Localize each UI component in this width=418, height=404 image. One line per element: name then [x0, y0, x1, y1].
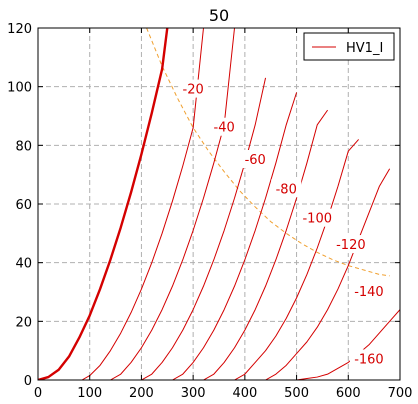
x-tick-label: 300 — [181, 386, 206, 401]
curve-label-bg — [331, 235, 370, 254]
load-line-layer — [146, 28, 390, 277]
curve-label: -60 — [245, 153, 266, 168]
y-tick-label: 60 — [15, 198, 32, 213]
plate-curve-minus-100 — [203, 109, 329, 380]
x-tick-label: 100 — [77, 386, 102, 401]
y-tick-label: 100 — [7, 81, 32, 96]
curve-label-bg — [349, 349, 388, 368]
curve-label: -120 — [336, 238, 366, 253]
plate-curve-minus-80 — [172, 92, 298, 380]
plate-curve-minus-40 — [110, 28, 236, 380]
load-line — [146, 28, 390, 277]
curve-label: -80 — [276, 182, 297, 197]
curve-label-bg — [240, 150, 271, 168]
plate-curve-minus-20 — [81, 28, 204, 380]
x-tick-label: 0 — [34, 386, 42, 401]
curve-label-bg — [209, 117, 240, 136]
chart-title: 50 — [209, 6, 229, 25]
x-tick-label: 500 — [284, 386, 309, 401]
curve-label-bg — [178, 79, 209, 98]
curve-label-bg — [349, 282, 388, 300]
legend: HV1_I — [303, 32, 395, 61]
plate-curve-minus-140 — [265, 168, 391, 380]
curve-labels-layer: -20 -40 -60 -80 -100 -120 -140 -160 — [178, 79, 388, 368]
grid-layer — [38, 28, 400, 380]
curves-layer — [38, 28, 400, 380]
curve-label: -20 — [183, 83, 204, 98]
y-tick-label: 20 — [15, 315, 32, 330]
curve-label: -160 — [354, 352, 384, 367]
y-tick-label: 120 — [7, 22, 32, 37]
legend-label: HV1_I — [346, 41, 383, 56]
y-tick-label: 80 — [15, 139, 32, 154]
x-tick-label: 600 — [336, 386, 361, 401]
plate-curve-0 — [38, 28, 169, 380]
curve-label: -40 — [214, 121, 235, 136]
curve-label: -100 — [302, 212, 332, 227]
x-tick-label: 400 — [232, 386, 257, 401]
y-tick-label: 40 — [15, 257, 32, 272]
plate-curve-minus-120 — [234, 139, 360, 380]
x-tick-label: 700 — [388, 386, 413, 401]
x-tick-label: 200 — [129, 386, 154, 401]
curve-label-bg — [298, 208, 337, 227]
y-tick-label: 0 — [24, 374, 32, 389]
curve-label-bg — [271, 179, 302, 198]
plate-curve-minus-160 — [296, 309, 400, 380]
axes-layer: 0 100 200 300 400 500 600 700 0 20 40 60 80 100 120 — [7, 22, 412, 401]
curve-label: -140 — [354, 285, 384, 300]
